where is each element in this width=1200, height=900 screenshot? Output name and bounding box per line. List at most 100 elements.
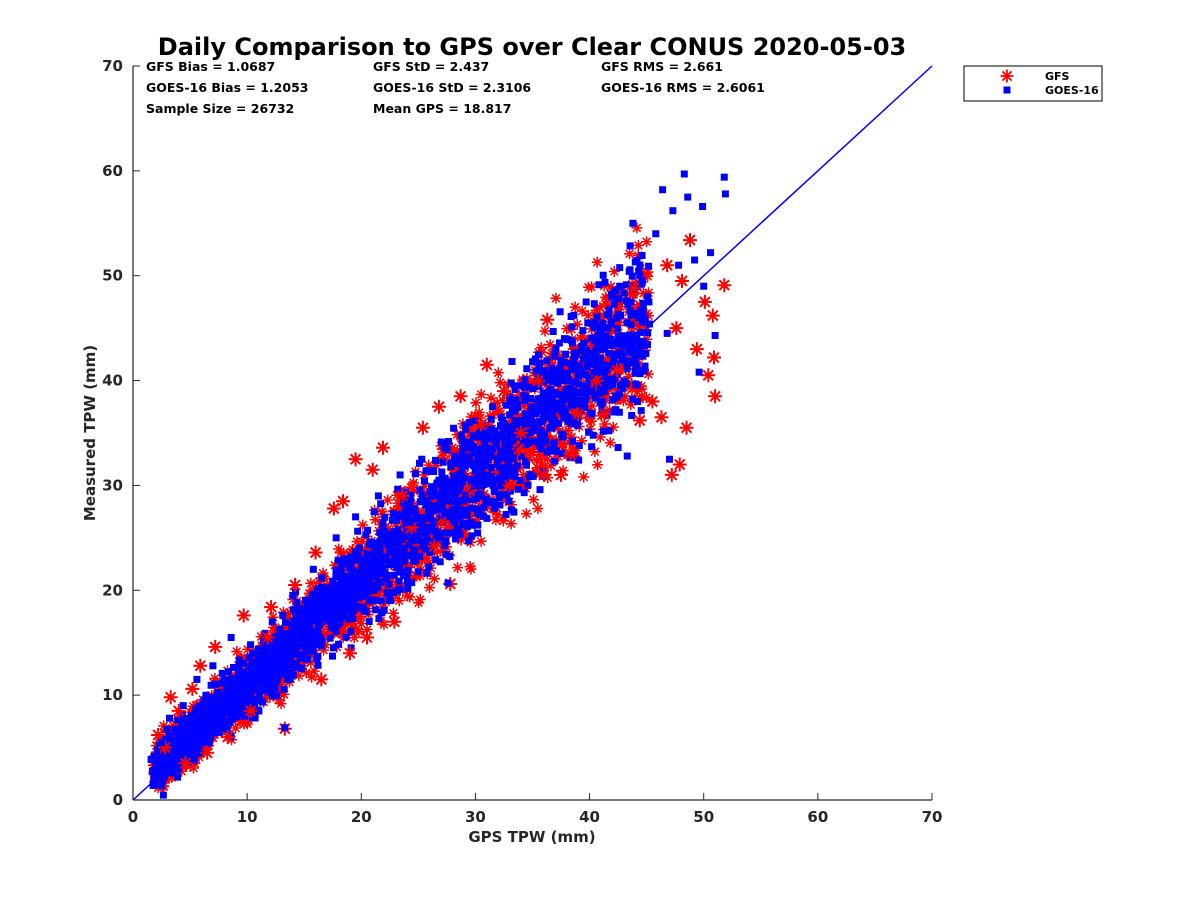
goes-point (570, 387, 578, 395)
gfs-point (664, 467, 679, 482)
goes-point-cloud (147, 242, 653, 799)
stat-goes-rms: GOES-16 RMS = 2.6061 (601, 80, 765, 95)
goes-point (179, 702, 187, 710)
goes-point (166, 714, 174, 722)
chart-title: Daily Comparison to GPS over Clear CONUS… (158, 33, 906, 61)
gfs-point (679, 420, 694, 435)
gfs-point (597, 407, 612, 422)
x-ticks: 0 10 20 30 40 50 60 70 (128, 793, 943, 826)
legend-gfs-marker (1000, 69, 1014, 83)
gfs-point (236, 608, 251, 623)
stat-gfs-std: GFS StD = 2.437 (373, 59, 489, 74)
gfs-point (395, 488, 410, 503)
goes-point (604, 324, 612, 332)
goes-point (396, 471, 404, 479)
x-tick-label: 70 (922, 808, 943, 826)
gfs-point (701, 368, 716, 383)
x-tick-label: 60 (807, 808, 828, 826)
goes-point (489, 403, 497, 411)
legend-goes-label: GOES-16 (1045, 84, 1099, 97)
gfs-point (348, 452, 363, 467)
goes-point (549, 403, 557, 411)
gfs-point (193, 658, 208, 673)
goes-point (239, 679, 247, 687)
y-tick-label: 40 (102, 372, 123, 390)
goes-point (300, 637, 308, 645)
x-tick-label: 10 (237, 808, 258, 826)
gfs-point (689, 342, 704, 357)
goes-point (268, 618, 276, 626)
goes-point (612, 350, 620, 358)
goes-point (629, 219, 637, 227)
stats-block: GFS Bias = 1.0687 GFS StD = 2.437 GFS RM… (146, 59, 765, 116)
goes-point (442, 439, 450, 447)
gfs-point (502, 478, 517, 493)
gfs-point (185, 681, 200, 696)
goes-point (645, 298, 653, 306)
gfs-point (589, 373, 604, 388)
gfs-point (220, 730, 235, 745)
goes-point (158, 738, 166, 746)
gfs-point (243, 703, 258, 718)
gfs-point (434, 515, 449, 530)
gfs-point (707, 350, 721, 365)
goes-point (374, 492, 382, 500)
gfs-point (178, 756, 193, 771)
goes-point (332, 534, 340, 542)
goes-point (535, 366, 543, 374)
goes-point (524, 419, 532, 427)
goes-point (322, 613, 330, 620)
goes-point (280, 654, 288, 662)
gfs-point (151, 728, 166, 742)
goes-point (202, 712, 210, 720)
goes-point (675, 261, 683, 269)
goes-point (406, 518, 414, 526)
goes-point (623, 452, 631, 460)
stat-mean-gps: Mean GPS = 18.817 (373, 101, 511, 116)
stat-goes-bias: GOES-16 Bias = 1.2053 (146, 80, 308, 95)
goes-point (665, 455, 673, 463)
gfs-point (536, 467, 551, 482)
gfs-point (404, 520, 419, 535)
gfs-point (708, 389, 723, 404)
gfs-point (288, 578, 303, 592)
legend-goes-marker (1003, 86, 1011, 94)
goes-point (466, 419, 474, 427)
goes-point (582, 298, 590, 306)
goes-point (444, 579, 452, 587)
gfs-point (497, 384, 511, 399)
gfs-point (511, 441, 526, 456)
y-tick-label: 20 (102, 581, 123, 599)
gfs-point (415, 420, 430, 435)
gfs-point (514, 426, 529, 440)
goes-point (174, 749, 182, 757)
goes-point (418, 455, 426, 463)
y-tick-label: 50 (102, 267, 123, 285)
goes-point (385, 534, 393, 542)
goes-point (575, 442, 583, 450)
goes-point (309, 565, 317, 573)
goes-point (249, 649, 257, 657)
goes-point (652, 230, 660, 238)
gfs-point (531, 373, 546, 388)
goes-point (691, 256, 699, 264)
x-axis-label: GPS TPW (mm) (468, 828, 595, 846)
goes-point (513, 382, 521, 390)
legend-box (963, 65, 1103, 102)
gfs-point (336, 494, 350, 509)
gfs-point (308, 545, 323, 560)
gfs-point (705, 308, 720, 323)
gfs-point (326, 501, 341, 516)
goes-point (595, 361, 603, 369)
y-tick-label: 30 (102, 476, 123, 494)
goes-point (720, 173, 728, 181)
axes: 0 10 20 30 40 50 60 70 0 10 20 30 40 50 60 70 (102, 57, 942, 826)
gfs-point (645, 394, 660, 409)
goes-point (352, 513, 360, 521)
y-axis-label: Measured TPW (mm) (81, 345, 99, 521)
stat-sample-size: Sample Size = 26732 (146, 101, 294, 116)
gfs-point (163, 690, 178, 705)
gfs-point (554, 467, 568, 482)
gfs-point (453, 389, 468, 404)
goes-cloud-path (147, 242, 653, 799)
